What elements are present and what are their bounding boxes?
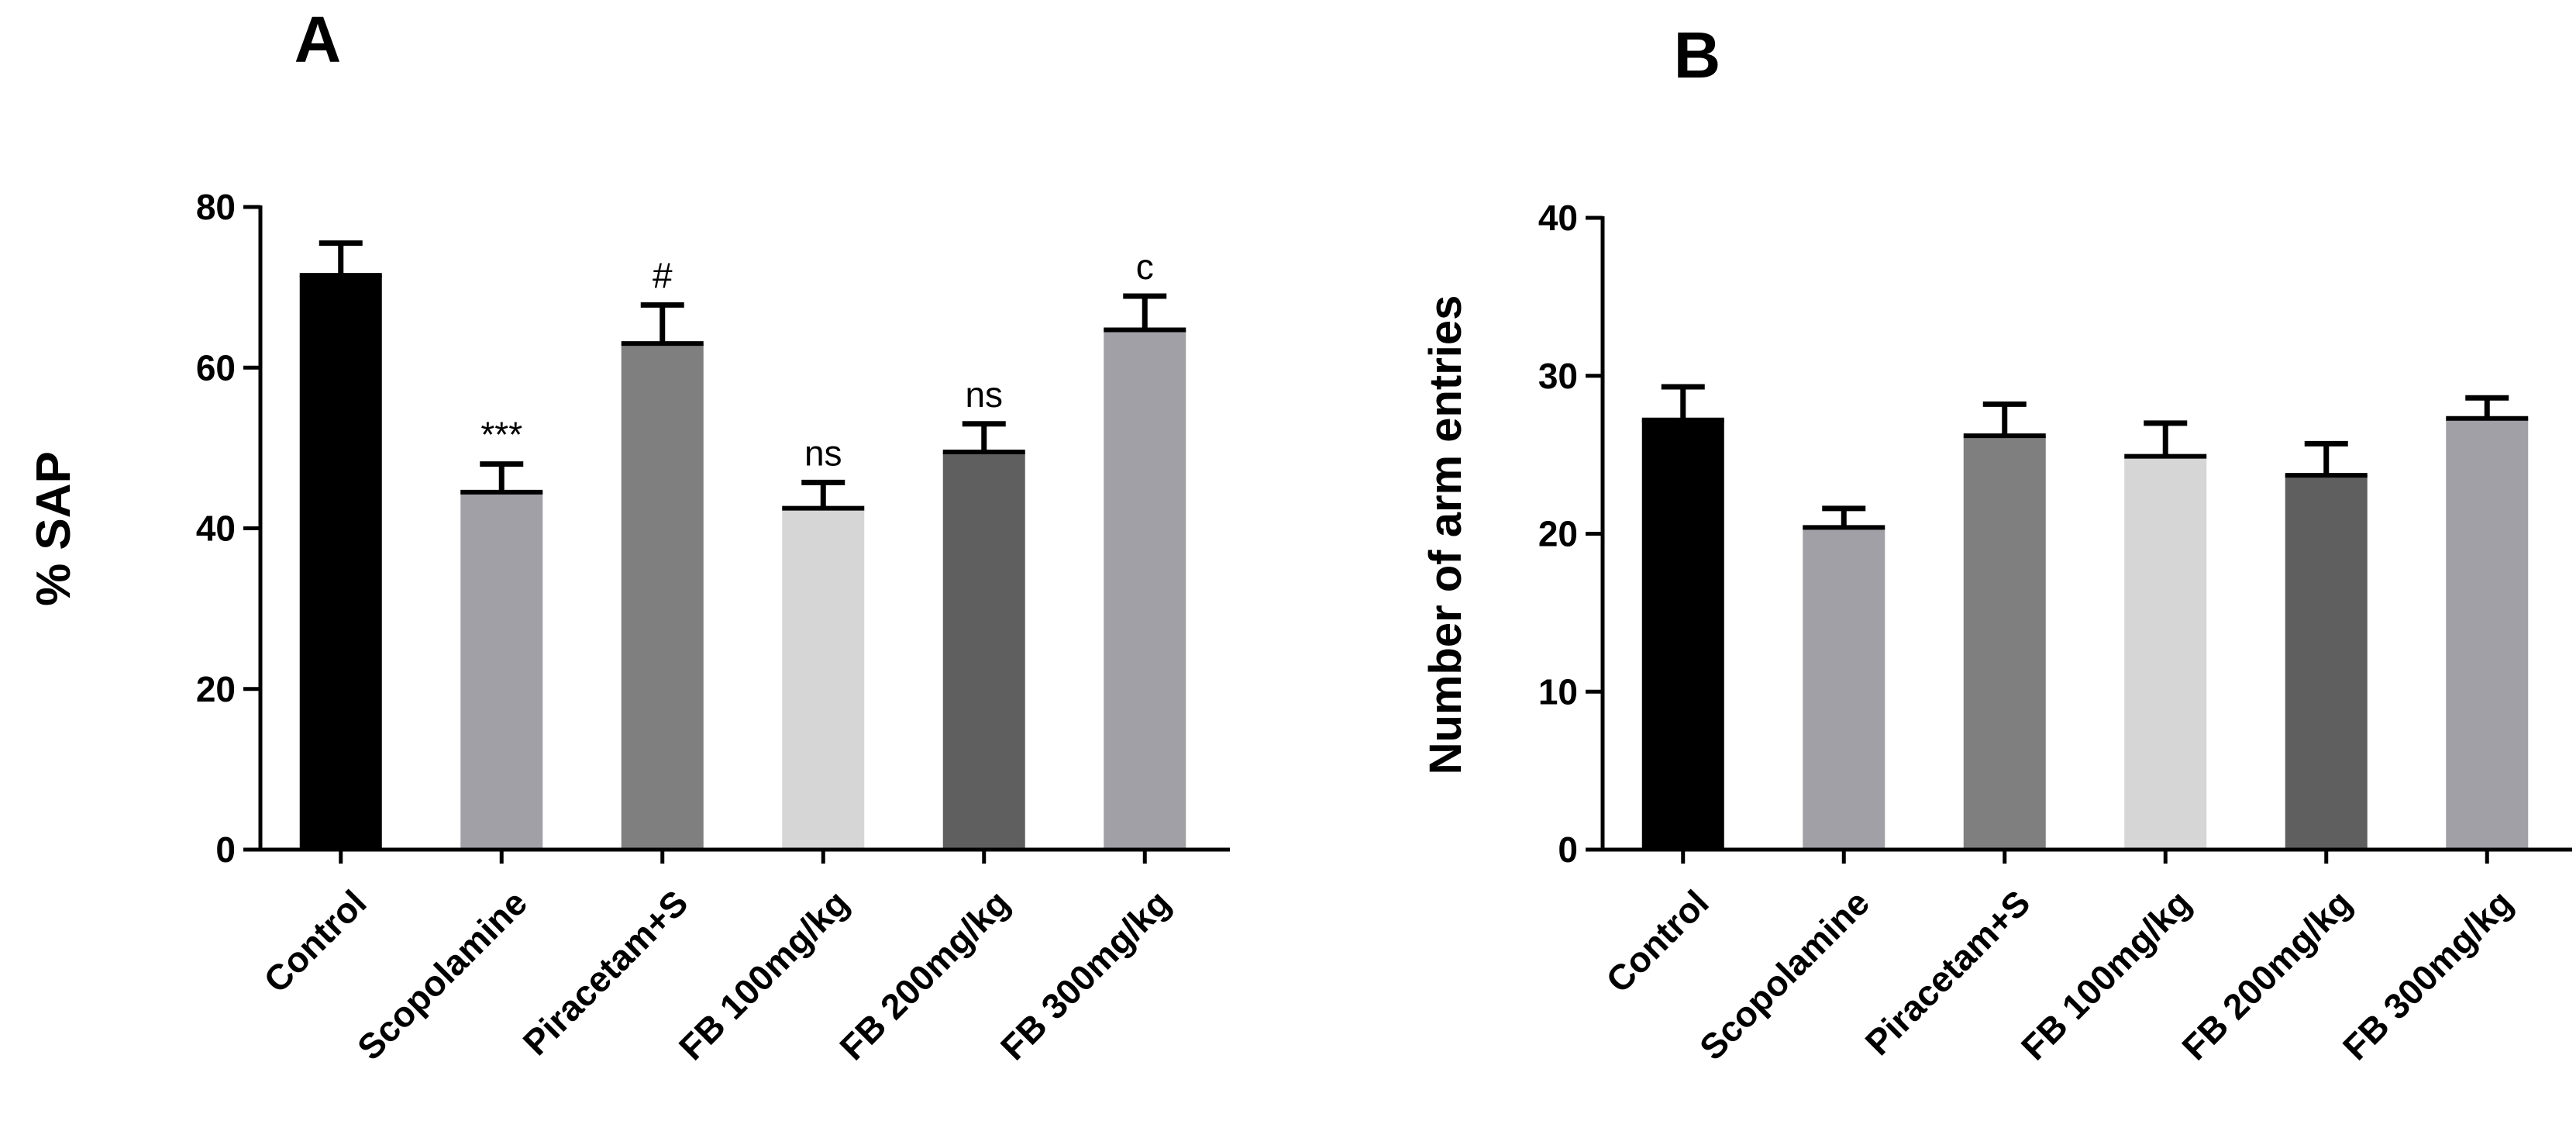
bar-1	[299, 275, 382, 850]
significance-label-4: ns	[804, 433, 842, 473]
chart-panel-b: B Number of arm entries ControlScopolamine…	[1421, 19, 2572, 1067]
significance-label-6: c	[1136, 247, 1154, 287]
bar-3	[621, 343, 704, 850]
y-tick-label-5: 40	[1538, 198, 1578, 238]
x-tick-label-4: FB 100mg/kg	[2013, 882, 2199, 1067]
x-tick-label-5: FB 200mg/kg	[832, 882, 1017, 1067]
y-tick-label-1: 0	[1558, 829, 1578, 870]
significance-label-3: #	[653, 255, 673, 295]
bar-1	[1641, 419, 1724, 850]
y-axis-label: % SAP	[27, 451, 81, 606]
panel-label: A	[294, 3, 342, 76]
x-tick-label-6: FB 300mg/kg	[993, 882, 1178, 1067]
x-tick-label-1: Control	[256, 882, 374, 1000]
x-tick-label-5: FB 200mg/kg	[2174, 882, 2359, 1067]
chart-panel-a: A % SAP Control *** Scopolamine # Piracetam+S n…	[27, 3, 1230, 1067]
x-tick-label-3: Piracetam+S	[1858, 882, 2038, 1063]
y-tick-label-2: 10	[1538, 671, 1578, 712]
y-tick-label-1: 0	[215, 829, 236, 870]
panel-label: B	[1674, 19, 1721, 91]
bar-2	[1803, 527, 1886, 850]
significance-label-2: ***	[480, 415, 522, 455]
y-tick-label-3: 20	[1538, 514, 1578, 554]
x-tick-label-3: Piracetam+S	[515, 882, 696, 1063]
y-tick-label-5: 80	[196, 187, 236, 227]
bar-5	[942, 452, 1025, 850]
x-tick-label-1: Control	[1598, 882, 1716, 1000]
y-tick-label-4: 30	[1538, 356, 1578, 396]
x-tick-label-6: FB 300mg/kg	[2335, 882, 2520, 1067]
bar-5	[2285, 475, 2368, 850]
bar-6	[1104, 329, 1186, 850]
x-tick-label-4: FB 100mg/kg	[671, 882, 856, 1067]
y-tick-label-2: 20	[196, 669, 236, 709]
bar-3	[1963, 436, 2046, 850]
y-tick-label-3: 40	[196, 509, 236, 549]
significance-label-5: ns	[965, 374, 1003, 415]
y-tick-label-4: 60	[196, 347, 236, 388]
bar-4	[2124, 456, 2207, 850]
bar-2	[460, 491, 543, 850]
x-tick-label-2: Scopolamine	[1692, 882, 1877, 1067]
bar-4	[782, 508, 865, 850]
y-axis-label: Number of arm entries	[1421, 295, 1471, 775]
bar-6	[2446, 418, 2529, 850]
x-tick-label-2: Scopolamine	[350, 882, 535, 1067]
